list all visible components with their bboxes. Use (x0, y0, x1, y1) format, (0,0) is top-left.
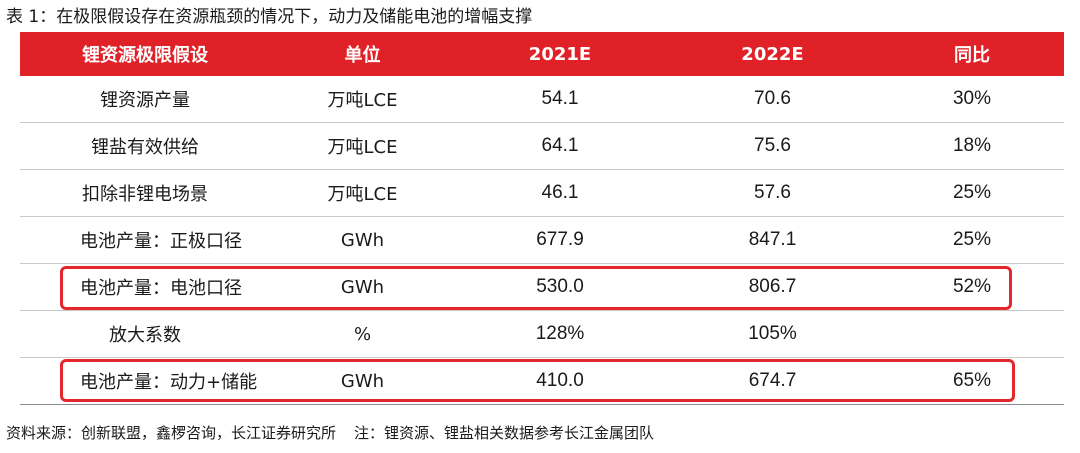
row-2022e: 105% (665, 310, 880, 358)
header-2021e: 2021E (455, 32, 665, 76)
row-2022e: 75.6 (665, 122, 880, 170)
row-yoy: 52% (880, 263, 1064, 311)
row-unit: GWh (270, 263, 455, 311)
table-row: 锂资源产量 万吨LCE 54.1 70.6 30% (20, 76, 1064, 123)
row-yoy (880, 310, 1064, 358)
table-row-highlighted: 电池产量：动力+储能 GWh 410.0 674.7 65% (20, 357, 1064, 405)
row-2022e: 57.6 (665, 169, 880, 217)
row-unit: % (270, 310, 455, 358)
row-yoy: 25% (880, 216, 1064, 264)
row-label: 放大系数 (20, 310, 270, 358)
row-2022e: 847.1 (665, 216, 880, 264)
table-row: 锂盐有效供给 万吨LCE 64.1 75.6 18% (20, 122, 1064, 170)
row-unit: GWh (270, 357, 455, 405)
row-yoy: 30% (880, 76, 1064, 123)
row-label: 电池产量：电池口径 (20, 263, 270, 311)
row-label: 电池产量：正极口径 (20, 216, 270, 264)
table-row: 放大系数 % 128% 105% (20, 310, 1064, 358)
table-caption: 表 1：在极限假设存在资源瓶颈的情况下，动力及储能电池的增幅支撑 (6, 7, 533, 27)
source-footnote: 资料来源：创新联盟，鑫椤咨询，长江证券研究所 注：锂资源、锂盐相关数据参考长江金属… (6, 421, 654, 445)
table-row: 电池产量：正极口径 GWh 677.9 847.1 25% (20, 216, 1064, 264)
row-2021e: 410.0 (455, 357, 665, 405)
row-yoy: 65% (880, 357, 1064, 405)
row-2022e: 806.7 (665, 263, 880, 311)
header-unit: 单位 (270, 32, 455, 76)
header-assumption: 锂资源极限假设 (20, 32, 270, 76)
row-unit: 万吨LCE (270, 76, 455, 123)
row-unit: 万吨LCE (270, 169, 455, 217)
row-2022e: 70.6 (665, 76, 880, 123)
row-label: 锂资源产量 (20, 76, 270, 123)
table-row: 扣除非锂电场景 万吨LCE 46.1 57.6 25% (20, 169, 1064, 217)
row-2021e: 530.0 (455, 263, 665, 311)
row-label: 电池产量：动力+储能 (20, 357, 270, 405)
header-yoy: 同比 (880, 32, 1064, 76)
data-table: 锂资源极限假设 单位 2021E 2022E 同比 锂资源产量 万吨LCE 54… (20, 32, 1064, 405)
row-2021e: 54.1 (455, 76, 665, 123)
row-label: 扣除非锂电场景 (20, 169, 270, 217)
row-2021e: 128% (455, 310, 665, 358)
header-2022e: 2022E (665, 32, 880, 76)
row-yoy: 18% (880, 122, 1064, 170)
row-2022e: 674.7 (665, 357, 880, 405)
table-row-highlighted: 电池产量：电池口径 GWh 530.0 806.7 52% (20, 263, 1064, 311)
row-2021e: 46.1 (455, 169, 665, 217)
row-unit: GWh (270, 216, 455, 264)
row-yoy: 25% (880, 169, 1064, 217)
header-row: 锂资源极限假设 单位 2021E 2022E 同比 (20, 32, 1064, 76)
source-text: 资料来源：创新联盟，鑫椤咨询，长江证券研究所 (6, 424, 337, 442)
row-unit: 万吨LCE (270, 122, 455, 170)
row-2021e: 677.9 (455, 216, 665, 264)
row-label: 锂盐有效供给 (20, 122, 270, 170)
row-2021e: 64.1 (455, 122, 665, 170)
note-text: 注：锂资源、锂盐相关数据参考长江金属团队 (354, 424, 655, 442)
